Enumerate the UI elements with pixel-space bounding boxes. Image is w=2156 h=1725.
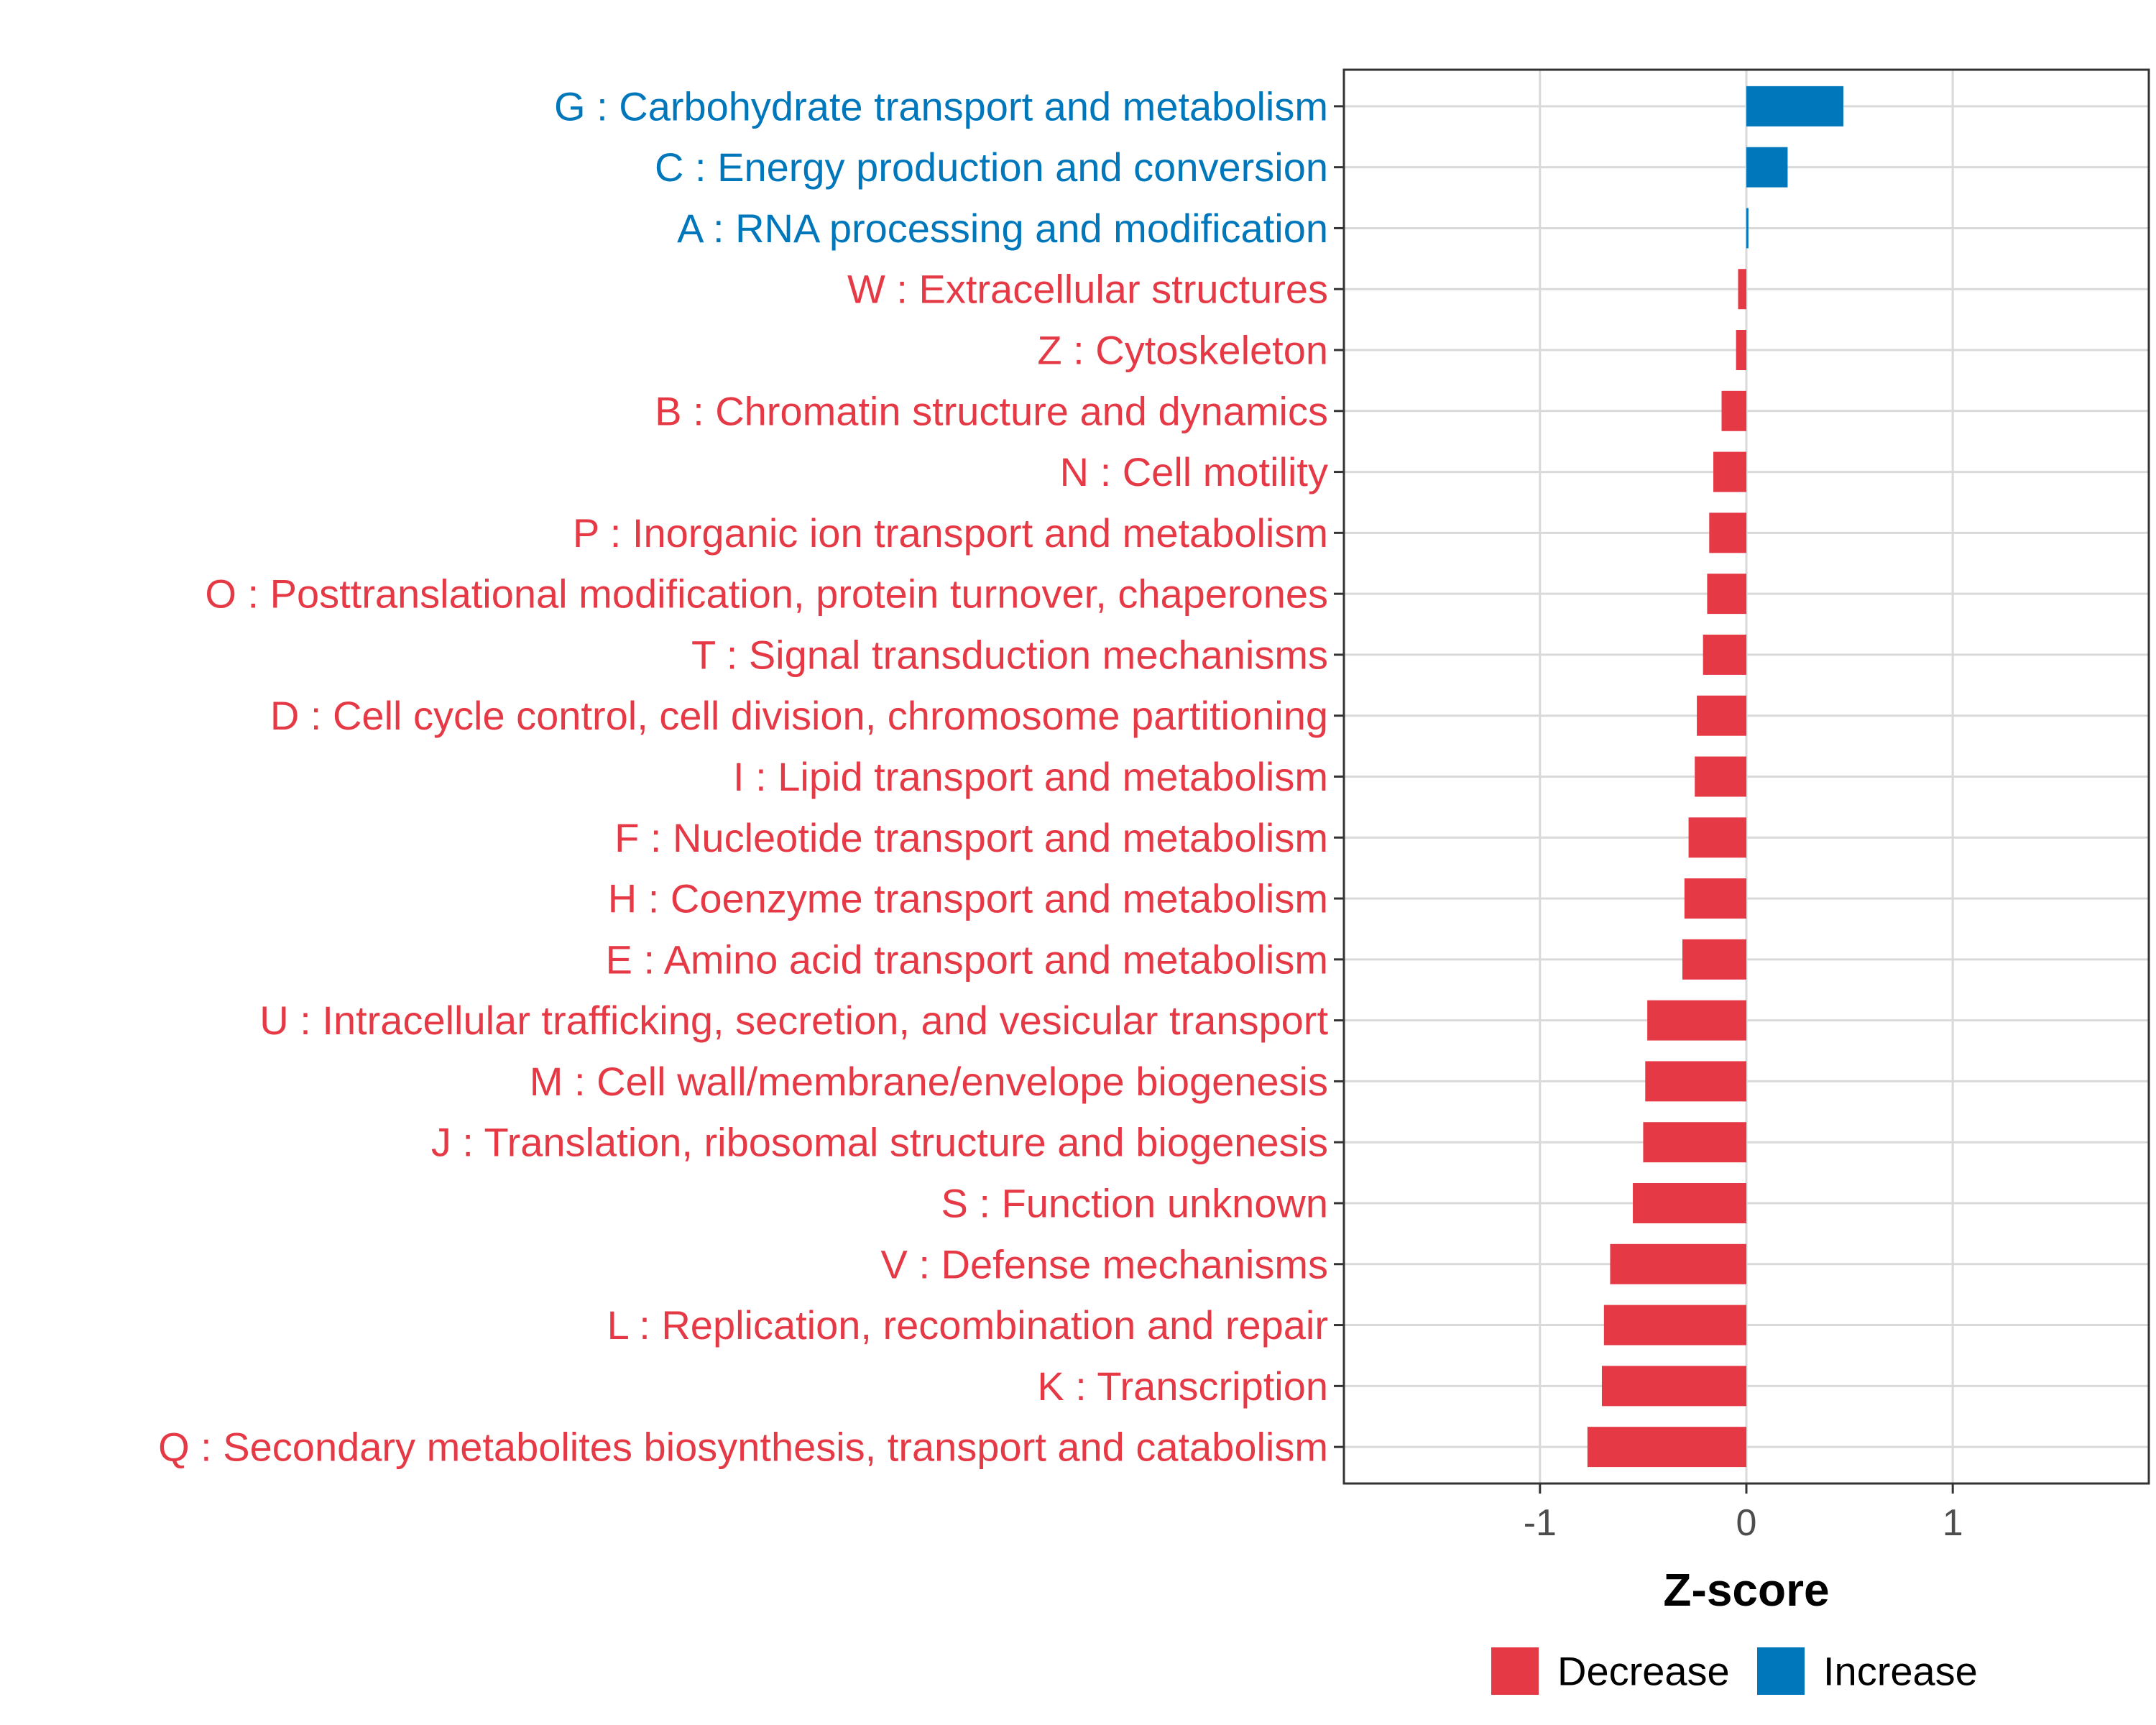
bar	[1603, 1305, 1746, 1346]
category-label: K : Transcription	[1037, 1363, 1328, 1409]
category-label: I : Lipid transport and metabolism	[733, 754, 1328, 799]
category-label: F : Nucleotide transport and metabolism	[614, 815, 1328, 860]
bar	[1684, 878, 1746, 919]
bar	[1601, 1366, 1746, 1407]
x-axis-title: Z-score	[1663, 1564, 1829, 1616]
bars-layer	[1587, 86, 1843, 1468]
category-label: N : Cell motility	[1060, 449, 1328, 494]
bar	[1721, 390, 1746, 431]
category-label: Z : Cytoskeleton	[1037, 328, 1328, 373]
legend-swatch	[1757, 1647, 1805, 1695]
bar	[1587, 1427, 1746, 1468]
category-label: E : Amino acid transport and metabolism	[606, 937, 1328, 982]
bar	[1645, 1061, 1746, 1102]
category-label: L : Replication, recombination and repai…	[607, 1302, 1328, 1348]
ticks-layer: -1 0 1	[1334, 105, 1963, 1544]
category-label: T : Signal transduction mechanisms	[691, 632, 1328, 677]
bar	[1610, 1243, 1746, 1284]
legend-swatch	[1491, 1647, 1539, 1695]
bar	[1707, 574, 1746, 615]
category-label: G : Carbohydrate transport and metabolis…	[554, 83, 1328, 129]
category-label: W : Extracellular structures	[847, 267, 1328, 312]
bar	[1746, 86, 1843, 126]
bar	[1703, 634, 1746, 675]
bar	[1697, 695, 1746, 736]
category-label: M : Cell wall/membrane/envelope biogenes…	[530, 1059, 1328, 1104]
legend: Decrease Increase	[1491, 1647, 1978, 1695]
bar	[1682, 939, 1746, 980]
x-tick-label: -1	[1524, 1502, 1557, 1544]
category-label: U : Intracellular trafficking, secretion…	[259, 998, 1328, 1043]
category-label: A : RNA processing and modification	[677, 206, 1328, 251]
legend-label: Increase	[1823, 1649, 1978, 1694]
category-labels: G : Carbohydrate transport and metabolis…	[158, 83, 1328, 1469]
bar	[1746, 208, 1749, 249]
category-label: J : Translation, ribosomal structure and…	[431, 1120, 1328, 1165]
category-label: B : Chromatin structure and dynamics	[655, 388, 1328, 433]
category-label: D : Cell cycle control, cell division, c…	[270, 693, 1328, 738]
bar	[1746, 147, 1788, 188]
x-tick-label: 0	[1736, 1502, 1757, 1544]
bar	[1695, 756, 1746, 797]
category-label: Q : Secondary metabolites biosynthesis, …	[158, 1425, 1328, 1470]
bar	[1709, 512, 1746, 553]
category-label: P : Inorganic ion transport and metaboli…	[573, 510, 1328, 556]
category-label: V : Defense mechanisms	[881, 1241, 1328, 1287]
bar	[1643, 1122, 1746, 1163]
category-label: O : Posttranslational modification, prot…	[205, 571, 1328, 617]
category-label: S : Function unknown	[941, 1180, 1328, 1225]
bar	[1633, 1183, 1746, 1223]
category-label: C : Energy production and conversion	[655, 144, 1328, 190]
bar	[1713, 451, 1746, 492]
bar	[1738, 269, 1746, 310]
bar	[1688, 817, 1746, 858]
legend-label: Decrease	[1557, 1649, 1730, 1694]
bar	[1736, 330, 1746, 370]
bar	[1647, 1000, 1746, 1041]
x-tick-label: 1	[1943, 1502, 1963, 1544]
category-label: H : Coenzyme transport and metabolism	[608, 876, 1328, 921]
